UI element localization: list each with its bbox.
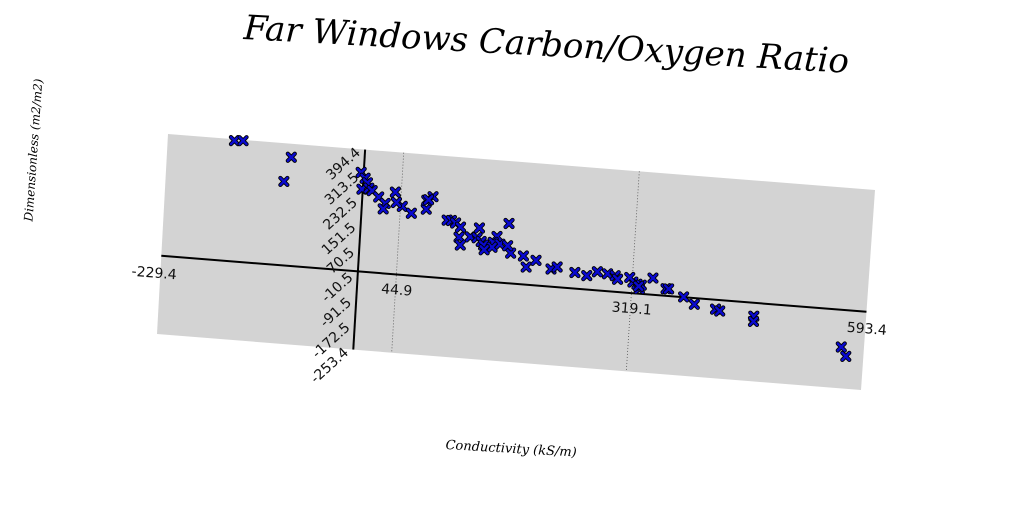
data-point bbox=[715, 306, 725, 316]
data-point bbox=[689, 299, 700, 310]
data-point bbox=[406, 208, 417, 218]
x-tick-label: 593.4 bbox=[846, 320, 887, 339]
data-point bbox=[552, 262, 562, 272]
data-point bbox=[487, 242, 497, 252]
grid-line bbox=[625, 171, 640, 372]
data-point bbox=[570, 267, 580, 278]
data-point bbox=[521, 262, 531, 272]
x-axis-line bbox=[161, 254, 867, 313]
data-point bbox=[748, 316, 759, 327]
data-point bbox=[286, 152, 297, 162]
data-point bbox=[612, 274, 623, 284]
data-point bbox=[531, 255, 541, 266]
data-point bbox=[502, 241, 513, 251]
data-point bbox=[479, 245, 489, 255]
data-point bbox=[592, 267, 603, 277]
data-point bbox=[474, 223, 485, 233]
data-point bbox=[648, 273, 658, 283]
x-tick-label: -229.4 bbox=[131, 264, 177, 283]
data-point bbox=[625, 272, 635, 283]
data-point bbox=[663, 284, 674, 294]
x-tick-label: 44.9 bbox=[381, 281, 413, 299]
data-point bbox=[582, 270, 592, 281]
data-point bbox=[279, 176, 289, 187]
data-point bbox=[391, 197, 402, 208]
grid-line bbox=[391, 152, 405, 353]
data-point bbox=[518, 251, 529, 261]
x-tick-label: 319.1 bbox=[611, 300, 652, 319]
data-point bbox=[841, 351, 851, 362]
data-point bbox=[504, 218, 514, 229]
data-point bbox=[836, 342, 846, 352]
data-point bbox=[455, 240, 465, 250]
data-point bbox=[423, 195, 434, 205]
data-point bbox=[678, 292, 689, 302]
data-point bbox=[505, 248, 516, 258]
data-point bbox=[633, 281, 644, 291]
data-point bbox=[421, 204, 431, 214]
data-point bbox=[378, 204, 388, 214]
data-point bbox=[238, 135, 248, 146]
data-point bbox=[390, 187, 401, 197]
data-point bbox=[229, 135, 240, 146]
plot-background bbox=[157, 134, 875, 390]
data-point bbox=[455, 222, 466, 232]
